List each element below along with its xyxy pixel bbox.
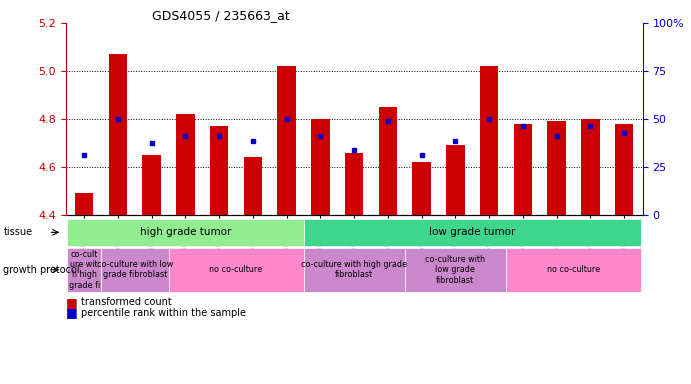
Text: growth protocol: growth protocol: [3, 265, 80, 275]
Text: high grade tumor: high grade tumor: [140, 227, 231, 237]
Bar: [547, 121, 566, 215]
Bar: [244, 157, 262, 215]
Bar: [345, 153, 363, 215]
Bar: [108, 54, 127, 215]
Bar: [277, 66, 296, 215]
Text: percentile rank within the sample: percentile rank within the sample: [81, 308, 246, 318]
Bar: [446, 146, 464, 215]
Bar: [513, 124, 532, 215]
Text: tissue: tissue: [3, 227, 32, 237]
Text: no co-culture: no co-culture: [209, 265, 263, 274]
Bar: [480, 66, 498, 215]
Bar: [615, 124, 634, 215]
Bar: [176, 114, 195, 215]
Text: ■: ■: [66, 306, 77, 319]
Text: co-culture with low
grade fibroblast: co-culture with low grade fibroblast: [97, 260, 173, 280]
Text: no co-culture: no co-culture: [547, 265, 600, 274]
Bar: [142, 155, 161, 215]
Text: co-cult
ure wit
h high
grade fi: co-cult ure wit h high grade fi: [68, 250, 100, 290]
Text: co-culture with high grade
fibroblast: co-culture with high grade fibroblast: [301, 260, 407, 280]
Bar: [379, 107, 397, 215]
Text: ■: ■: [66, 296, 77, 309]
Text: low grade tumor: low grade tumor: [429, 227, 515, 237]
Text: GDS4055 / 235663_at: GDS4055 / 235663_at: [152, 9, 290, 22]
Bar: [210, 126, 229, 215]
Bar: [75, 194, 93, 215]
Bar: [311, 119, 330, 215]
Bar: [581, 119, 600, 215]
Text: co-culture with
low grade
fibroblast: co-culture with low grade fibroblast: [426, 255, 485, 285]
Bar: [413, 162, 431, 215]
Text: transformed count: transformed count: [81, 297, 171, 307]
